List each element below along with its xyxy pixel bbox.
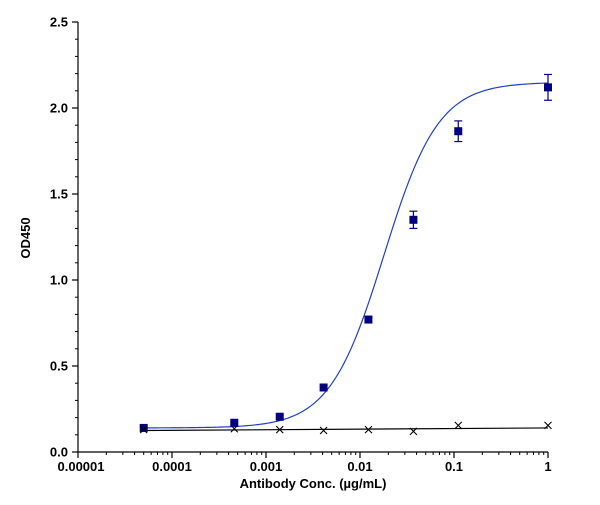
x-marker-stroke (364, 425, 373, 434)
fit-curve-series-1 (143, 82, 549, 429)
error-bars (409, 73, 552, 229)
x-tick-label: 0.1 (445, 459, 463, 474)
x-marker-stroke (544, 421, 552, 430)
y-tick-label: 1.5 (50, 187, 68, 202)
y-tick-label: 1.0 (50, 273, 68, 288)
data-point-x (409, 427, 418, 436)
x-marker-stroke (139, 425, 148, 434)
data-point-x (139, 425, 148, 434)
x-axis-title: Antibody Conc. (µg/mL) (240, 476, 387, 491)
data-point-x (230, 424, 239, 433)
y-axis-title: OD450 (18, 217, 33, 258)
data-point-square (319, 383, 328, 392)
data-point-square (230, 418, 239, 427)
x-marker-stroke (319, 426, 328, 435)
data-point-square (275, 412, 284, 421)
fit-curve-series-2 (143, 427, 549, 432)
x-marker-stroke (409, 427, 418, 436)
data-point-square (139, 423, 148, 432)
x-marker-stroke (230, 424, 239, 433)
data-point-square (409, 215, 418, 224)
x-tick-label: 1 (544, 459, 551, 474)
y-tick-label: 2.0 (50, 101, 68, 116)
x-tick-label: 0.01 (347, 459, 372, 474)
data-point-square (544, 83, 552, 92)
data-point-x (319, 426, 328, 435)
data-point-x (544, 421, 552, 430)
x-tick-label: 0.0001 (152, 459, 192, 474)
y-tick-label: 0.0 (50, 445, 68, 460)
data-point-x (454, 421, 463, 430)
data-point-x (364, 425, 373, 434)
axes: 0.0 0.5 1.0 1.5 2.0 2.5 0.00001 0.0001 0.001 0.01… (50, 15, 552, 475)
y-tick-label: 0.5 (50, 359, 68, 374)
data-markers (139, 83, 552, 436)
x-tick-label: 0.001 (250, 459, 283, 474)
x-marker-stroke (275, 425, 284, 434)
data-point-x (275, 425, 284, 434)
x-marker-stroke (454, 421, 463, 430)
x-tick-label: 0.00001 (58, 459, 105, 474)
y-tick-label: 2.5 (50, 15, 68, 30)
fit-curves (143, 82, 549, 432)
data-point-square (454, 127, 463, 136)
data-point-square (364, 315, 373, 324)
